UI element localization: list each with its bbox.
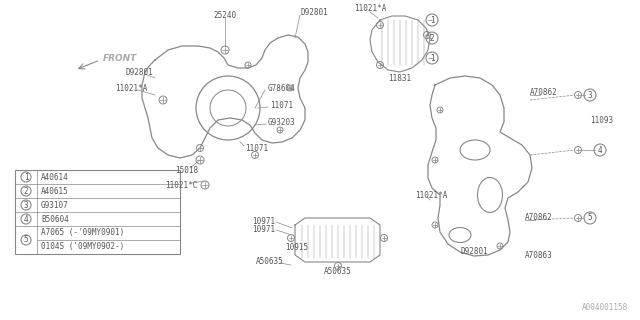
Text: 10971: 10971 (252, 226, 275, 235)
Text: FRONT: FRONT (103, 53, 137, 62)
Text: 11071: 11071 (270, 100, 293, 109)
Text: 10971: 10971 (252, 218, 275, 227)
Text: 11021*A: 11021*A (115, 84, 147, 92)
Text: G93107: G93107 (41, 201, 68, 210)
Text: A40614: A40614 (41, 172, 68, 181)
Text: 0104S ('09MY0902-): 0104S ('09MY0902-) (41, 243, 124, 252)
Bar (15, 170, 180, 254)
Text: A70862: A70862 (525, 213, 553, 222)
Text: 2: 2 (429, 34, 435, 43)
Text: A50635: A50635 (324, 268, 352, 276)
Text: A70863: A70863 (525, 251, 553, 260)
Text: 1: 1 (24, 172, 28, 181)
Text: G93203: G93203 (268, 117, 296, 126)
Text: 11831: 11831 (388, 74, 412, 83)
Text: 4: 4 (598, 146, 602, 155)
Text: 10915: 10915 (285, 244, 308, 252)
Text: 3: 3 (24, 201, 28, 210)
Text: 1: 1 (429, 15, 435, 25)
Text: A004001158: A004001158 (582, 303, 628, 312)
Text: G78604: G78604 (268, 84, 296, 92)
Text: 11071: 11071 (245, 143, 268, 153)
Text: A7065 (-'09MY0901): A7065 (-'09MY0901) (41, 228, 124, 237)
Text: 11021*C: 11021*C (165, 180, 197, 189)
Text: 2: 2 (24, 187, 28, 196)
Text: 11093: 11093 (590, 116, 613, 124)
Text: 4: 4 (24, 214, 28, 223)
Text: 25240: 25240 (213, 11, 237, 20)
Text: 15018: 15018 (175, 165, 198, 174)
Text: 5: 5 (24, 236, 28, 244)
Text: 11021*A: 11021*A (415, 190, 447, 199)
Text: 11021*A: 11021*A (354, 4, 386, 12)
Text: 1: 1 (429, 53, 435, 62)
Text: A50635: A50635 (256, 258, 284, 267)
Text: 5: 5 (588, 213, 592, 222)
Text: D92801: D92801 (460, 247, 488, 257)
Text: D92801: D92801 (125, 68, 153, 76)
Text: B50604: B50604 (41, 214, 68, 223)
Text: 3: 3 (588, 91, 592, 100)
Text: A70862: A70862 (530, 87, 557, 97)
Text: D92801: D92801 (300, 7, 328, 17)
Text: A40615: A40615 (41, 187, 68, 196)
